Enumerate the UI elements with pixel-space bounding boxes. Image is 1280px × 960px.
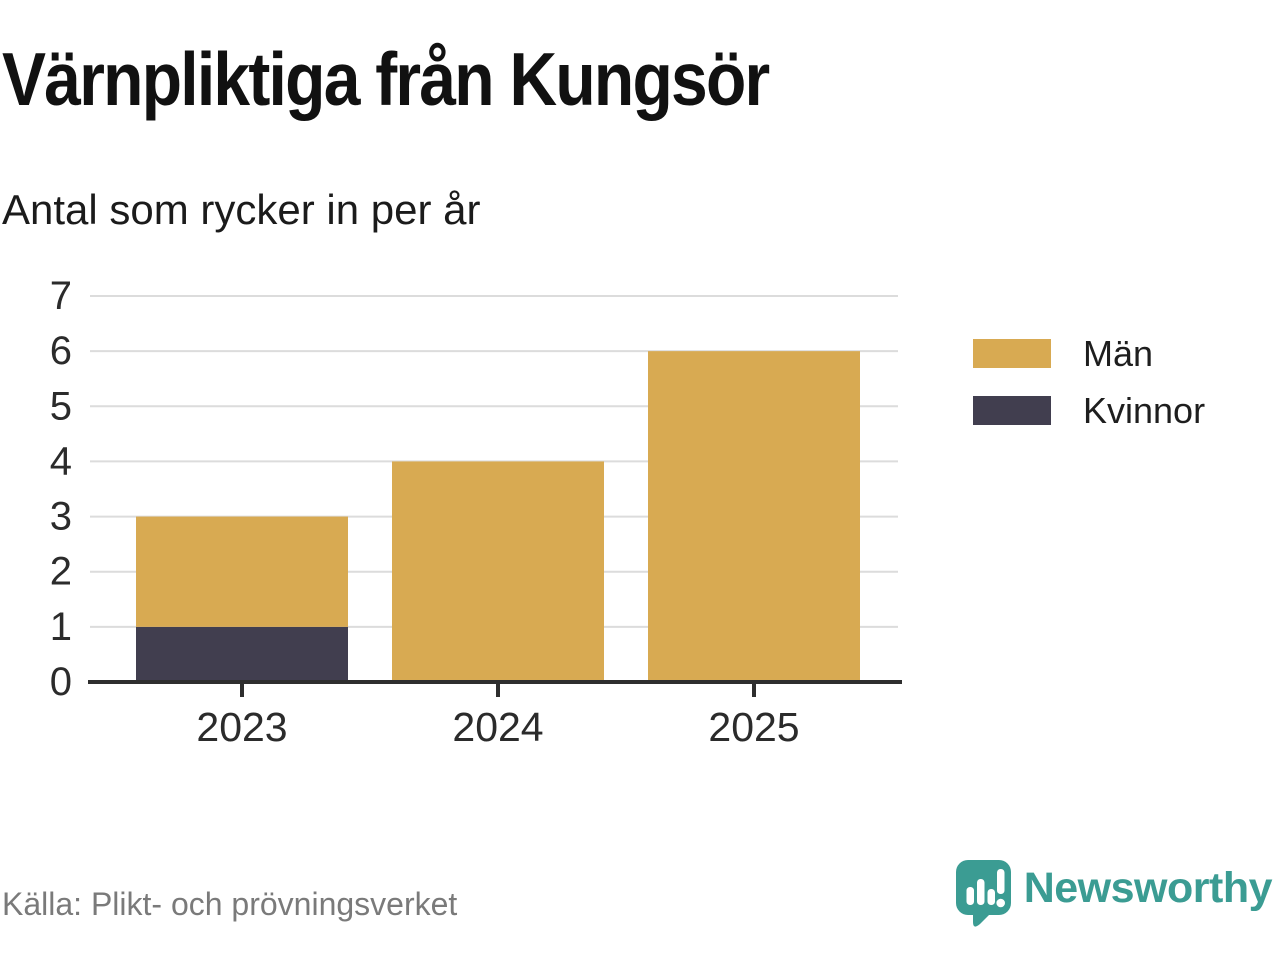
newsworthy-wordmark: Newsworthy: [1023, 863, 1273, 912]
y-axis-label: 7: [50, 274, 72, 318]
y-axis-label: 2: [50, 550, 72, 594]
x-axis-label: 2025: [708, 704, 799, 750]
legend-swatch-kvinnor: [973, 396, 1051, 425]
y-axis-label: 6: [50, 329, 72, 373]
x-axis-label: 2023: [196, 704, 287, 750]
bar-segment-män-2023: [136, 516, 348, 627]
legend-label-män: Män: [1083, 333, 1153, 374]
x-axis-line: [88, 680, 902, 684]
x-axis-tick: [240, 684, 244, 697]
newsworthy-logo: Newsworthy: [955, 860, 1273, 930]
x-axis-tick: [752, 684, 756, 697]
bar-segment-kvinnor-2023: [136, 626, 348, 682]
y-axis-label: 3: [50, 495, 72, 539]
x-axis-label: 2024: [452, 704, 543, 750]
y-axis-label: 5: [50, 384, 72, 428]
x-axis-tick: [496, 684, 500, 697]
source-note: Källa: Plikt- och prövningsverket: [2, 886, 458, 922]
newsworthy-speech-bubble-bar-chart-icon: [955, 860, 1011, 927]
chart-title: Värnpliktiga från Kungsör: [2, 37, 770, 121]
chart-subtitle: Antal som rycker in per år: [2, 186, 481, 233]
y-axis-label: 4: [50, 439, 72, 483]
legend-swatch-män: [973, 339, 1051, 368]
legend-label-kvinnor: Kvinnor: [1083, 390, 1205, 431]
bar-segment-män-2024: [392, 461, 604, 682]
bar-segment-män-2025: [648, 351, 860, 682]
y-axis-label: 1: [50, 605, 72, 649]
y-axis-label: 0: [50, 660, 72, 704]
